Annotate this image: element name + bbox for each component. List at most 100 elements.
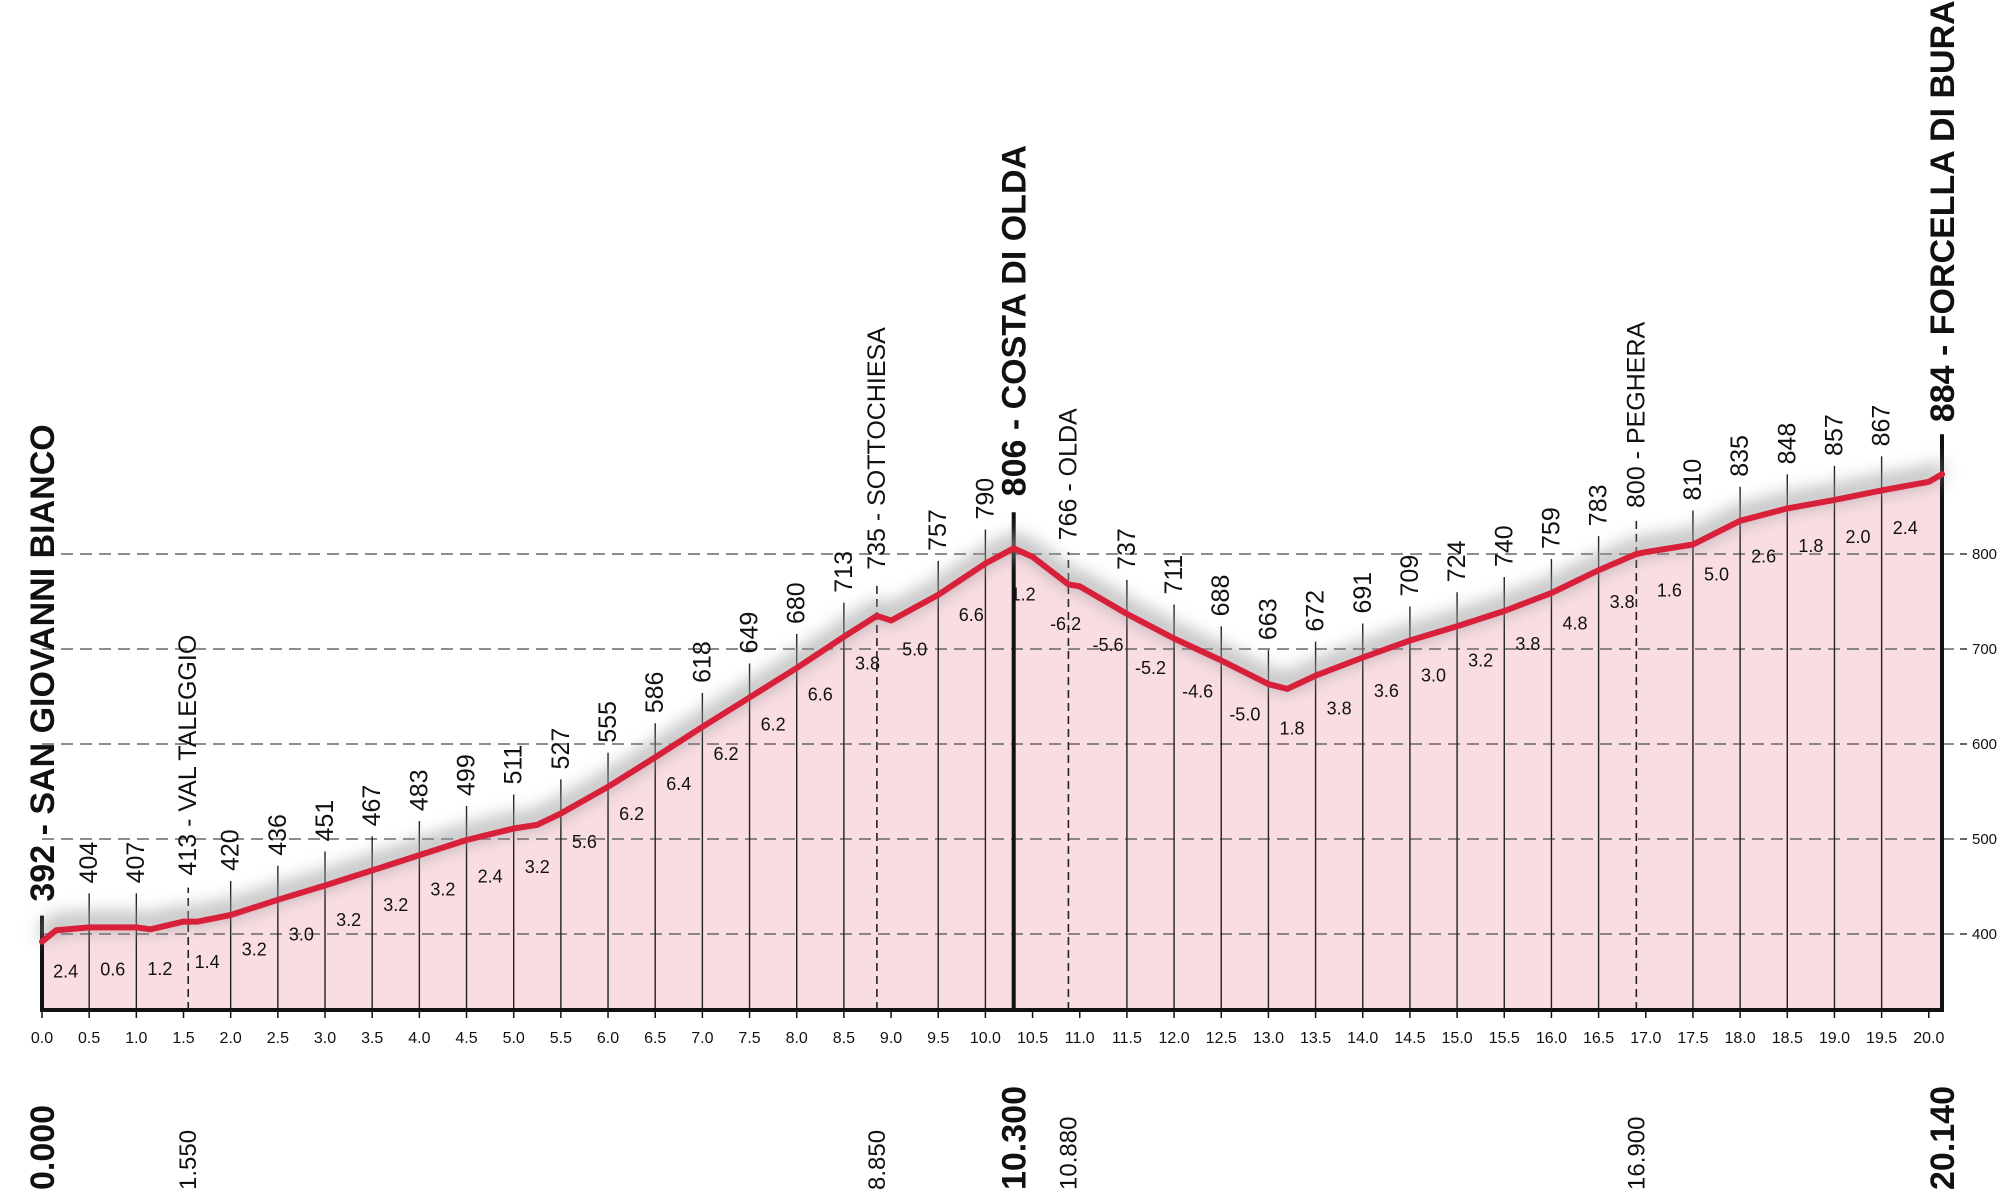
x-tick-label-0: 0.0 bbox=[31, 1030, 53, 1047]
x-tick-label-27: 13.5 bbox=[1300, 1030, 1331, 1047]
elevation-label-17: 790 bbox=[971, 478, 999, 520]
profile-shadow-layer bbox=[36, 461, 1946, 942]
x-tick-label-10: 5.0 bbox=[503, 1030, 525, 1047]
gradient-label-19: 6.6 bbox=[959, 605, 984, 625]
x-tick-label-26: 13.0 bbox=[1253, 1030, 1284, 1047]
labels-layer: 400 500 600 700 800 0.0 0.5 1.0 1.5 2.0 2.5 3.0 3.5 4… bbox=[24, 0, 1997, 1190]
gradient-label-4: 3.2 bbox=[242, 939, 267, 959]
x-tick-label-34: 17.0 bbox=[1630, 1030, 1661, 1047]
x-tick-label-37: 18.5 bbox=[1772, 1030, 1803, 1047]
x-tick-label-24: 12.0 bbox=[1159, 1030, 1190, 1047]
elevation-label-4: 451 bbox=[311, 800, 339, 842]
y-tick-label-600: 600 bbox=[1972, 736, 1997, 753]
waypoint-distance-6: 20.140 bbox=[1924, 1086, 1962, 1190]
x-axis-layer bbox=[40, 1008, 1944, 1018]
waypoint-distance-1: 1.550 bbox=[175, 1130, 202, 1190]
x-tick-label-8: 4.0 bbox=[408, 1030, 430, 1047]
elevation-label-30: 835 bbox=[1726, 435, 1754, 477]
gradient-label-8: 3.2 bbox=[430, 880, 455, 900]
elevation-label-22: 672 bbox=[1302, 590, 1330, 632]
x-tick-label-19: 9.5 bbox=[927, 1030, 949, 1047]
x-tick-label-20: 10.0 bbox=[970, 1030, 1001, 1047]
elevation-label-12: 618 bbox=[688, 641, 716, 683]
gradient-label-21: -6.2 bbox=[1050, 614, 1081, 634]
profile-line-layer bbox=[39, 471, 1945, 945]
gradient-label-26: 1.8 bbox=[1279, 719, 1304, 739]
elevation-label-9: 527 bbox=[547, 728, 575, 770]
waypoint-distance-2: 8.850 bbox=[864, 1130, 891, 1190]
gradient-label-30: 3.2 bbox=[1468, 651, 1493, 671]
x-tick-label-21: 10.5 bbox=[1017, 1030, 1048, 1047]
elevation-label-31: 848 bbox=[1773, 423, 1801, 465]
waypoint-distance-3: 10.300 bbox=[996, 1086, 1034, 1190]
x-tick-label-36: 18.0 bbox=[1725, 1030, 1756, 1047]
profile-area bbox=[42, 474, 1942, 1010]
elevation-label-27: 759 bbox=[1537, 507, 1565, 549]
gradient-label-23: -5.2 bbox=[1135, 658, 1166, 678]
gradient-label-16: 6.6 bbox=[808, 684, 833, 704]
gradient-label-24: -4.6 bbox=[1182, 681, 1213, 701]
elevation-label-2: 420 bbox=[217, 829, 245, 871]
gradient-label-29: 3.0 bbox=[1421, 665, 1446, 685]
profile-line bbox=[39, 471, 1945, 945]
gradient-label-1: 0.6 bbox=[100, 959, 125, 979]
y-tick-label-700: 700 bbox=[1972, 641, 1997, 658]
x-tick-label-18: 9.0 bbox=[880, 1030, 902, 1047]
waypoint-label-1: 413 - VAL TALEGGIO bbox=[174, 635, 202, 876]
elevation-label-14: 680 bbox=[783, 582, 811, 624]
elevation-label-23: 691 bbox=[1349, 572, 1377, 614]
elevation-label-19: 711 bbox=[1160, 555, 1188, 595]
elevation-label-15: 713 bbox=[830, 551, 858, 593]
x-tick-label-39: 19.5 bbox=[1866, 1030, 1897, 1047]
gradient-label-5: 3.0 bbox=[289, 925, 314, 945]
y-tick-label-400: 400 bbox=[1972, 926, 1997, 943]
gradient-label-15: 6.2 bbox=[761, 715, 786, 735]
x-tick-label-30: 15.0 bbox=[1442, 1030, 1473, 1047]
elevation-label-24: 709 bbox=[1396, 555, 1424, 597]
x-tick-label-28: 14.0 bbox=[1347, 1030, 1378, 1047]
gradient-label-7: 3.2 bbox=[383, 895, 408, 915]
elevation-label-8: 511 bbox=[500, 745, 528, 785]
gradient-label-17: 3.8 bbox=[855, 654, 880, 674]
elevation-label-3: 436 bbox=[264, 814, 292, 856]
gradient-label-28: 3.6 bbox=[1374, 681, 1399, 701]
x-tick-label-22: 11.0 bbox=[1065, 1030, 1095, 1047]
gradient-label-0: 2.4 bbox=[53, 961, 78, 981]
elevation-label-11: 586 bbox=[641, 672, 669, 714]
elevation-label-28: 783 bbox=[1585, 484, 1613, 526]
waypoint-label-5: 800 - PEGHERA bbox=[1622, 321, 1650, 508]
gradient-label-20: 1.2 bbox=[1011, 585, 1036, 605]
x-tick-label-29: 14.5 bbox=[1394, 1030, 1425, 1047]
y-tick-label-500: 500 bbox=[1972, 831, 1997, 848]
gradient-label-22: -5.6 bbox=[1093, 635, 1124, 655]
x-tick-label-38: 19.0 bbox=[1819, 1030, 1850, 1047]
gradient-label-14: 6.2 bbox=[713, 744, 738, 764]
waypoint-distance-0: 0.000 bbox=[24, 1105, 62, 1190]
gradient-label-34: 1.6 bbox=[1657, 580, 1682, 600]
gradient-label-27: 3.8 bbox=[1327, 699, 1352, 719]
x-tick-label-16: 8.0 bbox=[786, 1030, 808, 1047]
elevation-label-16: 757 bbox=[924, 509, 952, 551]
profile-shadow bbox=[36, 461, 1946, 942]
vertical-markers-layer bbox=[40, 434, 1944, 1010]
profile-fill-layer bbox=[42, 474, 1942, 1010]
gradient-label-33: 3.8 bbox=[1610, 592, 1635, 612]
x-tick-label-4: 2.0 bbox=[220, 1030, 242, 1047]
x-tick-label-13: 6.5 bbox=[644, 1030, 666, 1047]
x-tick-label-15: 7.5 bbox=[738, 1030, 760, 1047]
waypoint-distance-5: 16.900 bbox=[1623, 1117, 1650, 1190]
gradient-label-18: 5.0 bbox=[902, 640, 927, 660]
gradient-label-35: 5.0 bbox=[1704, 565, 1729, 585]
gradient-label-10: 3.2 bbox=[525, 857, 550, 877]
waypoint-label-4: 766 - OLDA bbox=[1054, 408, 1082, 540]
x-tick-label-3: 1.5 bbox=[172, 1030, 194, 1047]
gradient-label-2: 1.2 bbox=[147, 959, 172, 979]
x-tick-label-35: 17.5 bbox=[1677, 1030, 1708, 1047]
x-tick-label-11: 5.5 bbox=[550, 1030, 572, 1047]
x-tick-label-1: 0.5 bbox=[78, 1030, 100, 1047]
gradient-label-12: 6.2 bbox=[619, 804, 644, 824]
x-tick-label-2: 1.0 bbox=[125, 1030, 147, 1047]
elevation-label-5: 467 bbox=[358, 785, 386, 827]
elevation-label-29: 810 bbox=[1679, 459, 1707, 501]
